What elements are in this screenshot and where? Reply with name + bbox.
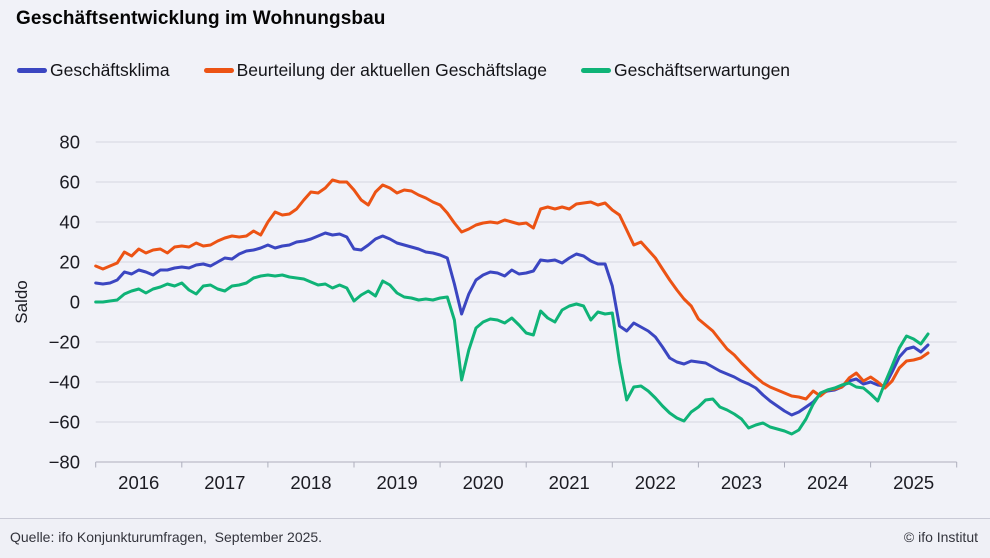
y-tick-label: 20 — [59, 252, 80, 273]
page-title: Geschäftsentwicklung im Wohnungsbau — [16, 8, 386, 29]
erwartungen-line-swatch-icon — [580, 68, 611, 73]
lage-line-swatch-icon — [203, 68, 234, 73]
legend-label: Geschäftsklima — [50, 60, 170, 80]
x-tick-label: 2025 — [893, 472, 934, 493]
y-tick-label: −20 — [49, 332, 80, 353]
y-tick-label: −60 — [49, 412, 80, 433]
chart-legend: Geschäftsklima Beurteilung der aktuellen… — [17, 60, 790, 81]
y-tick-label: 40 — [59, 212, 80, 233]
legend-item-geschaeftslage: Beurteilung der aktuellen Geschäftslage — [203, 60, 547, 81]
legend-item-geschaeftserwartungen: Geschäftserwartungen — [580, 60, 791, 81]
legend-label: Geschäftserwartungen — [613, 60, 791, 80]
x-tick-label: 2017 — [204, 472, 245, 493]
y-tick-label: 80 — [59, 132, 80, 153]
x-tick-label: 2018 — [290, 472, 331, 493]
y-axis-title: Saldo — [12, 280, 31, 323]
series-line-lage — [94, 178, 930, 401]
source-note: Quelle: ifo Konjunkturumfragen, Septembe… — [10, 529, 323, 545]
x-tick-label: 2022 — [635, 472, 676, 493]
y-tick-label: 0 — [70, 292, 80, 313]
x-tick-label: 2023 — [721, 472, 762, 493]
y-tick-label: −40 — [49, 372, 80, 393]
x-tick-label: 2019 — [376, 472, 417, 493]
x-tick-label: 2021 — [549, 472, 590, 493]
series-line-erwartungen — [94, 273, 930, 436]
x-tick-label: 2016 — [118, 472, 159, 493]
footer-bar: Quelle: ifo Konjunkturumfragen, Septembe… — [0, 518, 990, 558]
copyright-note: © ifo Institut — [903, 529, 978, 545]
x-tick-label: 2020 — [463, 472, 504, 493]
series-line-klima — [94, 231, 930, 417]
x-tick-label: 2024 — [807, 472, 848, 493]
y-tick-label: −80 — [49, 452, 80, 473]
klima-line-swatch-icon — [17, 68, 47, 73]
legend-label: Beurteilung der aktuellen Geschäftslage — [236, 60, 547, 80]
y-tick-label: 60 — [59, 172, 80, 193]
legend-item-geschaeftsklima: Geschäftsklima — [17, 60, 170, 81]
